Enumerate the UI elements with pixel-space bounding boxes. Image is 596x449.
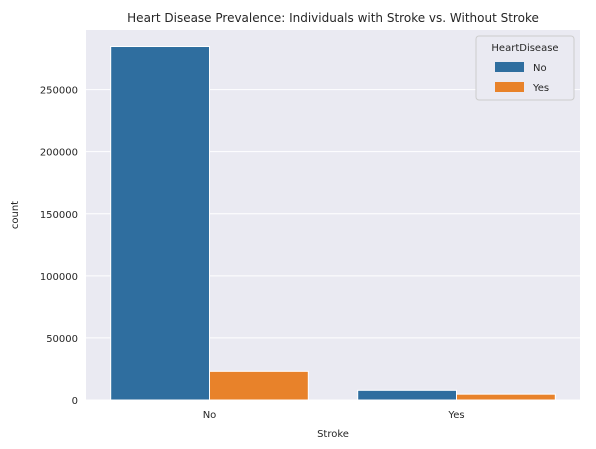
legend-label-yes: Yes — [532, 83, 549, 94]
y-tick-label: 100000 — [40, 272, 78, 283]
y-tick-label: 200000 — [40, 148, 78, 159]
y-tick-label: 50000 — [46, 334, 78, 345]
y-tick-label: 150000 — [40, 210, 78, 221]
y-axis-title: count — [10, 201, 21, 229]
legend-label-no: No — [533, 63, 547, 74]
legend-swatch-yes — [495, 82, 524, 92]
legend-swatch-no — [495, 62, 524, 72]
y-tick-label: 250000 — [40, 86, 78, 97]
x-tick-label: Yes — [447, 410, 464, 421]
x-tick-label: No — [203, 410, 217, 421]
bar-no-no — [110, 46, 210, 401]
bar-yes-no — [357, 389, 458, 401]
chart-title: Heart Disease Prevalence: Individuals wi… — [127, 11, 539, 25]
bars — [110, 46, 556, 401]
x-axis-title: Stroke — [317, 429, 349, 440]
legend: HeartDisease No Yes — [475, 35, 575, 101]
bar-yes-yes — [456, 393, 556, 401]
y-tick-label: 0 — [72, 396, 78, 407]
legend-title: HeartDisease — [491, 43, 558, 54]
bar-no-yes — [209, 370, 309, 401]
y-axis-ticks: 0 50000 100000 150000 200000 250000 — [40, 86, 78, 407]
x-axis-ticks: No Yes — [203, 410, 465, 421]
